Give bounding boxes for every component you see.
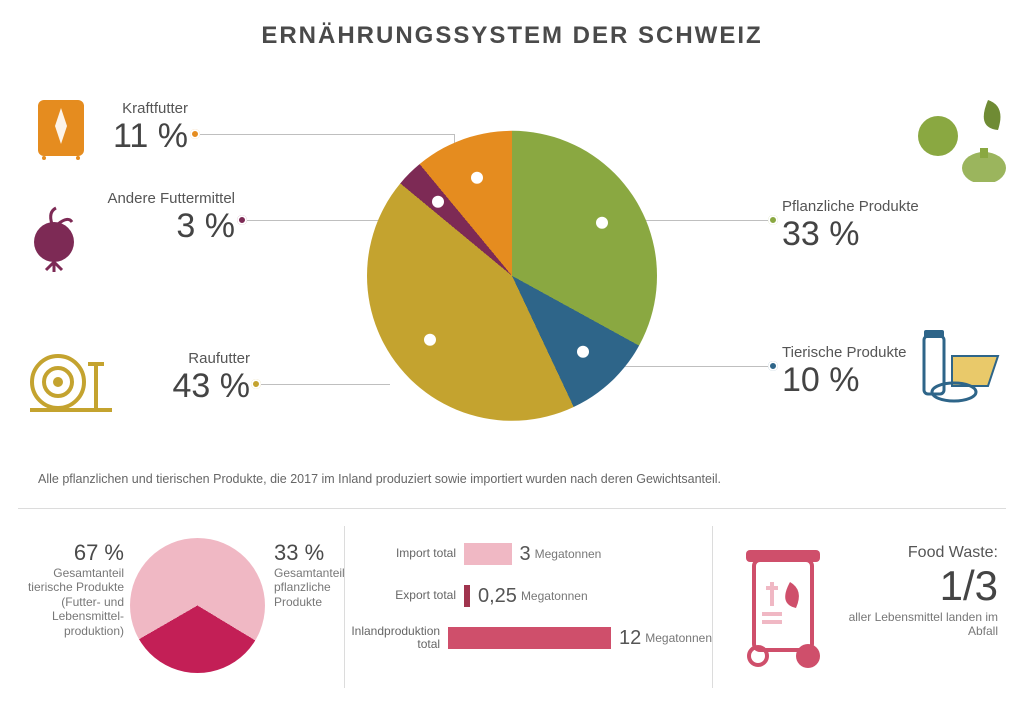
label-pflanzlich: Pflanzliche Produkte 33 % <box>782 198 919 254</box>
label-kraftfutter: Kraftfutter 11 % <box>108 100 188 156</box>
bar-label: Export total <box>344 589 464 602</box>
slice-label: Raufutter <box>152 350 250 367</box>
waste-bin-icon <box>736 538 836 673</box>
panel-bars: Import total 3 Megatonnen Export total 0,25 M… <box>344 520 712 694</box>
bar-row: Export total 0,25 Megatonnen <box>344 584 712 608</box>
bar-value: 12 <box>619 627 641 650</box>
slice-label: Tierische Produkte <box>782 344 907 361</box>
pie-marker <box>424 334 436 346</box>
main-pie <box>367 131 657 421</box>
slice-value: 43 % <box>152 367 250 406</box>
bar <box>448 627 611 649</box>
pie-marker <box>577 346 589 358</box>
dairy-meat-icon <box>918 326 1014 411</box>
bar-unit: Megatonnen <box>535 547 602 561</box>
label-raufutter: Raufutter 43 % <box>152 350 250 406</box>
bar-unit: Megatonnen <box>521 589 588 603</box>
beet-icon <box>28 206 86 277</box>
pie-marker <box>432 196 444 208</box>
slice-label: Kraftfutter <box>108 100 188 117</box>
share-value: 67 % <box>24 540 124 566</box>
lower-panels: 67 % Gesamtanteil tierische Produkte (Fu… <box>0 520 1024 694</box>
share-pie <box>130 538 265 673</box>
bar-value: 0,25 <box>478 585 517 608</box>
bar-label: Inlandproduktion total <box>344 625 448 651</box>
horizontal-divider <box>18 508 1006 509</box>
foodwaste-figure: 1/3 <box>838 562 998 610</box>
main-pie-disc <box>367 131 657 421</box>
share-sub: (Futter- und Lebensmittel-produktion) <box>24 595 124 638</box>
bar-label: Import total <box>344 547 464 560</box>
page: ERNÄHRUNGSSYSTEM DER SCHWEIZ Pflanzliche… <box>0 0 1024 712</box>
caption: Alle pflanzlichen und tierischen Produkt… <box>38 472 986 486</box>
label-dot <box>251 379 261 389</box>
label-dot <box>768 215 778 225</box>
foodwaste-text: Food Waste: 1/3 aller Lebensmittel lande… <box>838 544 998 639</box>
label-dot <box>190 129 200 139</box>
foodwaste-heading: Food Waste: <box>838 544 998 562</box>
vegetables-icon <box>912 92 1008 187</box>
share-label-left: 67 % Gesamtanteil tierische Produkte (Fu… <box>24 540 124 638</box>
slice-label: Pflanzliche Produkte <box>782 198 919 215</box>
hay-bale-icon <box>26 346 116 421</box>
page-title: ERNÄHRUNGSSYSTEM DER SCHWEIZ <box>0 0 1024 50</box>
pie-marker <box>596 217 608 229</box>
leader-line <box>638 220 768 221</box>
foodwaste-tail: aller Lebensmittel landen im Abfall <box>838 610 998 639</box>
bar-row: Inlandproduktion total 12 Megatonnen <box>344 626 712 650</box>
slice-label: Andere Futtermittel <box>90 190 235 207</box>
label-andere: Andere Futtermittel 3 % <box>90 190 235 246</box>
bar-row: Import total 3 Megatonnen <box>344 542 712 566</box>
bar <box>464 543 512 565</box>
slice-value: 10 % <box>782 361 907 400</box>
bar-value: 3 <box>520 543 531 566</box>
panel-share: 67 % Gesamtanteil tierische Produkte (Fu… <box>18 520 344 694</box>
label-dot <box>237 215 247 225</box>
pie-marker <box>471 172 483 184</box>
label-dot <box>768 361 778 371</box>
slice-value: 33 % <box>782 215 919 254</box>
feed-sack-icon <box>30 90 92 169</box>
slice-value: 3 % <box>90 207 235 246</box>
main-chart-area: Pflanzliche Produkte 33 % Tierische Prod… <box>0 50 1024 490</box>
slice-value: 11 % <box>108 117 188 156</box>
bar-unit: Megatonnen <box>645 631 712 645</box>
share-text: Gesamtanteil tierische Produkte <box>24 566 124 595</box>
panel-foodwaste: Food Waste: 1/3 aller Lebensmittel lande… <box>712 520 1006 694</box>
bar <box>464 585 470 607</box>
label-tierisch: Tierische Produkte 10 % <box>782 344 907 400</box>
